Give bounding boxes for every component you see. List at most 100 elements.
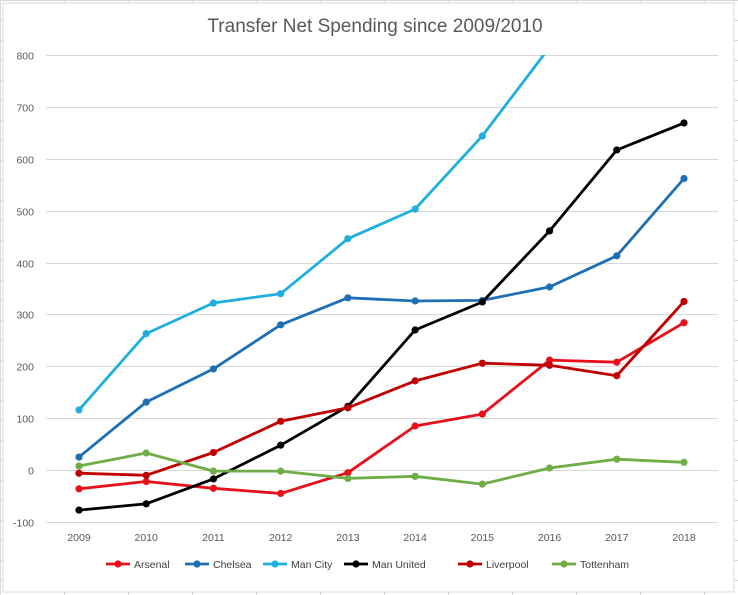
legend-label: Man City [291,559,333,571]
data-point [613,358,621,366]
x-tick-label: 2012 [269,532,293,544]
data-point [545,464,554,472]
legend-label: Tottenham [580,559,629,571]
data-point [209,448,218,457]
data-point [142,330,150,338]
data-point [142,500,150,508]
legend-label: Liverpool [486,559,529,571]
y-tick-label: 500 [16,207,34,219]
legend-item: Tottenham [552,559,629,571]
data-point [411,422,419,430]
legend-item: Man United [344,559,426,571]
legend-swatch-marker [271,560,279,568]
y-tick-label: 200 [16,362,34,374]
x-tick-label: 2013 [336,532,360,544]
data-point [613,252,621,260]
data-point [545,356,554,364]
chart-title: Transfer Net Spending since 2009/2010 [207,16,542,37]
series-man-united [75,119,688,514]
data-point [344,474,352,483]
y-tick-label: -100 [13,518,34,530]
data-point [75,406,83,414]
legend-label: Chelsea [213,559,252,571]
data-point [277,441,285,449]
data-point [478,298,486,306]
series-line [77,177,686,459]
data-point [142,449,150,457]
data-point [613,146,621,154]
y-axis: -100 0 100 200 300 400 500 600 700 800 [13,51,34,530]
x-tick-label: 2016 [538,532,562,544]
y-tick-label: 300 [16,310,34,322]
data-point [411,472,419,480]
series-line [77,55,546,412]
legend-swatch-marker [114,560,122,568]
data-point [142,477,150,486]
data-point [545,361,554,369]
series-man-city [75,55,546,414]
data-point [142,398,150,406]
data-point [209,475,218,483]
legend-item: Chelsea [185,559,252,571]
x-tick-label: 2014 [403,532,427,544]
data-point [209,484,218,492]
x-tick-label: 2017 [605,532,629,544]
legend-swatch-marker [193,560,201,568]
data-point [75,485,83,493]
series-tottenham [75,449,688,488]
data-point [411,297,419,305]
data-point [680,174,688,183]
data-point [411,205,419,213]
data-point [75,506,83,514]
data-point [411,377,419,385]
data-point [680,119,688,127]
x-axis: 2009 2010 2011 2012 2013 2014 2015 2016 2017 2018 [67,532,696,544]
data-point [344,469,352,477]
x-tick-label: 2011 [202,532,225,544]
data-point [209,365,218,373]
data-point [277,321,285,329]
legend-item: Man City [263,559,333,571]
legend-label: Arsenal [134,559,170,571]
legend-item: Liverpool [458,559,529,571]
data-point [277,489,285,498]
data-point [545,283,554,291]
data-point [277,467,285,475]
legend: Arsenal Chelsea Man City Man United Liverpoo… [106,559,629,571]
x-tick-label: 2010 [135,532,159,544]
data-point [478,480,486,488]
data-point [142,471,150,479]
data-point [277,290,285,298]
y-tick-label: 0 [28,466,34,478]
data-point [344,294,352,302]
legend-label: Man United [372,559,426,571]
x-tick-label: 2018 [672,532,696,544]
series-line [77,121,686,512]
data-point [545,227,554,235]
series-arsenal [75,319,688,498]
data-point [613,372,621,380]
data-point [478,132,486,140]
data-point [344,404,352,412]
y-tick-label: 700 [16,103,34,115]
data-point [344,235,352,243]
data-point [411,326,419,334]
legend-swatch-marker [352,560,360,568]
y-tick-label: 800 [16,51,34,63]
data-point [75,469,83,477]
data-point [209,467,218,475]
series-line [77,300,686,477]
x-tick-label: 2015 [471,532,495,544]
y-tick-label: 100 [16,414,34,426]
data-point [478,410,486,418]
series-liverpool [75,297,688,479]
series-layer [75,55,688,514]
series-line [77,321,686,495]
data-point [209,299,218,307]
data-point [613,455,621,463]
series-chelsea [75,174,688,461]
x-tick-label: 2009 [67,532,91,544]
data-point [75,462,83,470]
